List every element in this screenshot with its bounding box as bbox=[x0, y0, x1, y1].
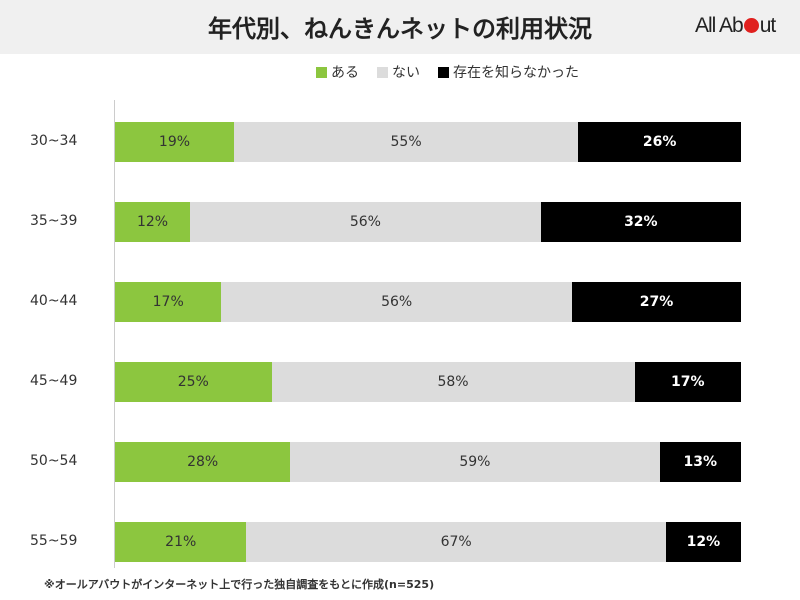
data-label: 26% bbox=[642, 134, 677, 150]
data-label: 17% bbox=[152, 294, 184, 310]
legend-label: ない bbox=[392, 65, 420, 81]
y-tick-label: 40~44 bbox=[30, 293, 78, 309]
bar-segment: 17% bbox=[634, 362, 741, 402]
data-label: 67% bbox=[440, 534, 472, 550]
y-tick-label: 35~39 bbox=[30, 213, 78, 229]
legend-item: 存在を知らなかった bbox=[438, 62, 579, 82]
data-label: 56% bbox=[349, 214, 381, 230]
all-about-logo: All Ab ut bbox=[695, 14, 776, 37]
data-label: 56% bbox=[381, 294, 413, 310]
legend-swatch bbox=[377, 66, 388, 78]
data-label: 55% bbox=[390, 134, 422, 150]
bar-segment: 67% bbox=[246, 522, 666, 562]
legend-item: ある bbox=[316, 62, 359, 82]
legend-swatch bbox=[438, 66, 449, 78]
data-label: 59% bbox=[459, 454, 491, 470]
legend-swatch bbox=[316, 66, 327, 78]
bar-segment: 55% bbox=[233, 122, 579, 162]
data-label: 28% bbox=[187, 454, 219, 470]
legend-label: ある bbox=[331, 65, 359, 81]
bar-segment: 12% bbox=[115, 202, 191, 242]
bar-segment: 28% bbox=[115, 442, 291, 482]
footnote: ※オールアバウトがインターネット上で行った独自調査をもとに作成(n=525) bbox=[44, 578, 435, 591]
bar-segment: 25% bbox=[115, 362, 272, 402]
legend-item: ない bbox=[377, 62, 420, 82]
bar-segment: 26% bbox=[578, 122, 741, 162]
y-tick-label: 55~59 bbox=[30, 533, 78, 549]
data-label: 17% bbox=[671, 374, 705, 390]
bar-segment: 17% bbox=[115, 282, 222, 322]
bar-segment: 19% bbox=[115, 122, 234, 162]
data-label: 32% bbox=[624, 214, 658, 230]
data-label: 21% bbox=[165, 534, 197, 550]
data-label: 13% bbox=[683, 454, 718, 470]
legend: ある ない 存在を知らなかった bbox=[316, 62, 579, 82]
title-bar: 年代別、ねんきんネットの利用状況 All Ab ut bbox=[0, 0, 800, 54]
bar-segment: 32% bbox=[540, 202, 741, 242]
data-label: 27% bbox=[639, 294, 674, 310]
legend-label: 存在を知らなかった bbox=[453, 65, 579, 81]
data-label: 58% bbox=[437, 374, 469, 390]
bar-segment: 12% bbox=[665, 522, 741, 562]
data-label: 12% bbox=[686, 534, 721, 550]
bar-segment: 27% bbox=[571, 282, 741, 322]
bar-segment: 58% bbox=[271, 362, 635, 402]
y-tick-label: 30~34 bbox=[30, 133, 78, 149]
data-label: 12% bbox=[136, 214, 169, 230]
bar-segment: 59% bbox=[290, 442, 660, 482]
bar-segment: 56% bbox=[190, 202, 541, 242]
bar-segment: 56% bbox=[221, 282, 572, 322]
bar-segment: 21% bbox=[115, 522, 247, 562]
y-tick-label: 50~54 bbox=[30, 453, 78, 469]
bar-segment: 13% bbox=[659, 442, 741, 482]
y-axis-line bbox=[114, 100, 115, 568]
data-label: 25% bbox=[177, 374, 209, 390]
y-tick-label: 45~49 bbox=[30, 373, 78, 389]
chart-title: 年代別、ねんきんネットの利用状況 bbox=[208, 15, 592, 43]
data-label: 19% bbox=[158, 134, 191, 150]
